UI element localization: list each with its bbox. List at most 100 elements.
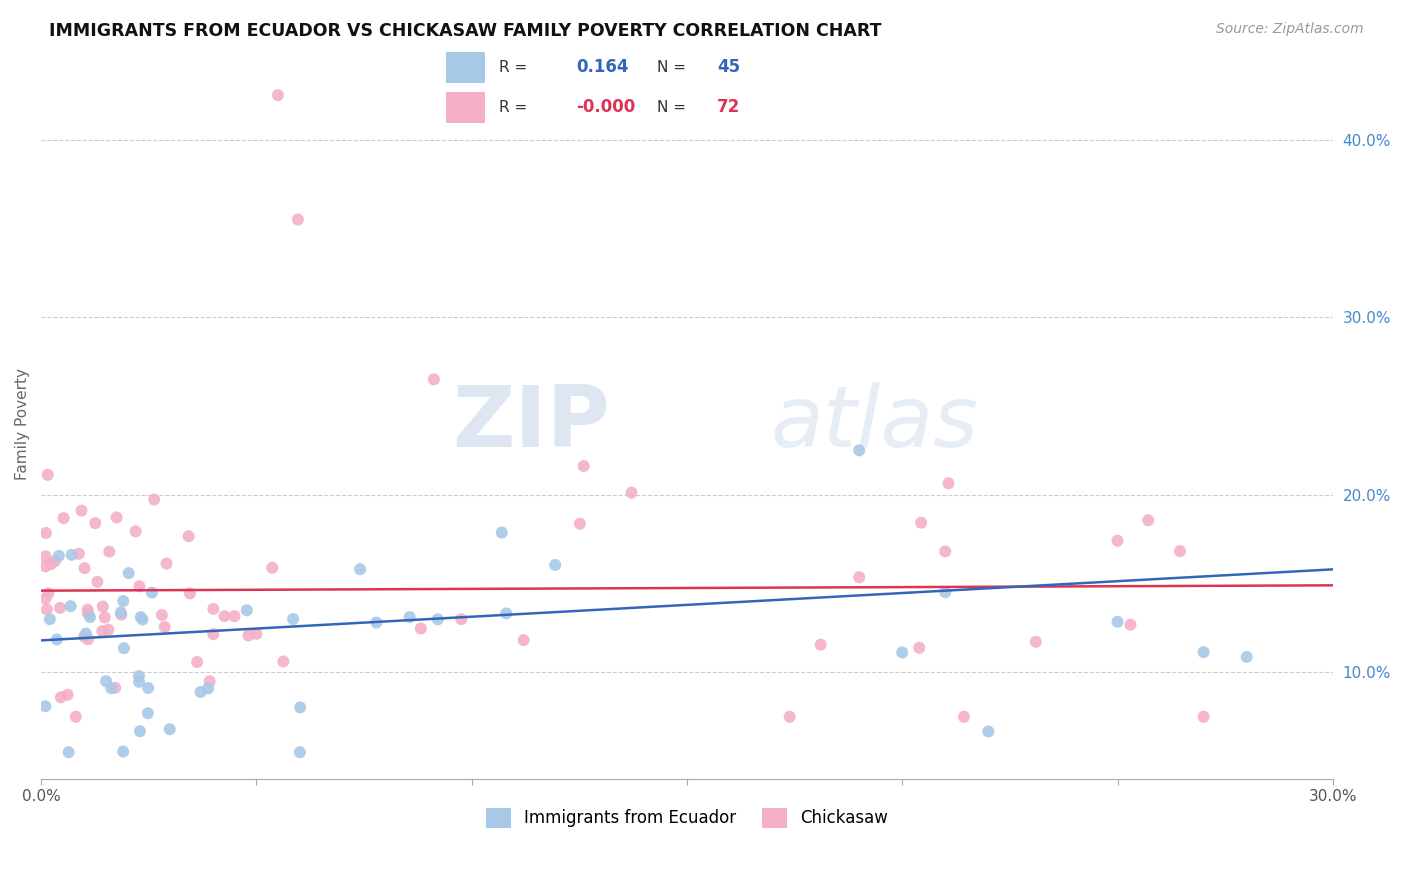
Point <box>38 612 60 626</box>
Point <box>288 700 311 714</box>
Point <box>495 607 517 621</box>
Point <box>236 603 259 617</box>
Point <box>262 560 284 574</box>
Text: -0.000: -0.000 <box>576 98 636 116</box>
Point <box>287 212 309 227</box>
FancyBboxPatch shape <box>447 53 485 83</box>
Point <box>620 485 643 500</box>
Point <box>104 681 127 695</box>
Point <box>143 492 166 507</box>
Point <box>190 685 212 699</box>
Point <box>97 623 120 637</box>
Point <box>267 88 290 103</box>
Point <box>58 745 80 759</box>
Point <box>105 510 128 524</box>
Point <box>70 503 93 517</box>
Point <box>1192 710 1215 724</box>
Point <box>39 557 62 571</box>
Point <box>34 591 56 606</box>
Point <box>1025 635 1047 649</box>
Point <box>245 627 267 641</box>
Point <box>67 547 90 561</box>
Point <box>48 549 70 563</box>
Point <box>52 511 75 525</box>
Point <box>84 516 107 530</box>
Point <box>112 745 135 759</box>
Text: R =: R = <box>499 60 527 75</box>
Point <box>179 586 201 600</box>
Point <box>159 722 181 736</box>
Point <box>94 610 117 624</box>
Text: ZIP: ZIP <box>451 382 609 466</box>
FancyBboxPatch shape <box>447 92 485 122</box>
Point <box>281 612 304 626</box>
Point <box>155 557 177 571</box>
Point <box>891 645 914 659</box>
Point <box>91 599 114 614</box>
Point <box>128 579 150 593</box>
Text: 72: 72 <box>717 98 741 116</box>
Point <box>366 615 388 630</box>
Point <box>186 655 208 669</box>
Point <box>35 526 58 541</box>
Point <box>934 544 956 558</box>
Text: IMMIGRANTS FROM ECUADOR VS CHICKASAW FAMILY POVERTY CORRELATION CHART: IMMIGRANTS FROM ECUADOR VS CHICKASAW FAM… <box>49 22 882 40</box>
Point <box>94 674 117 689</box>
Point <box>75 626 97 640</box>
Point <box>1168 544 1191 558</box>
Point <box>273 655 295 669</box>
Point <box>1192 645 1215 659</box>
Point <box>136 706 159 721</box>
Point <box>100 681 122 696</box>
Point <box>35 602 58 616</box>
Point <box>202 627 225 641</box>
Text: atlas: atlas <box>770 382 979 466</box>
Point <box>848 443 870 458</box>
Point <box>49 601 72 615</box>
Point <box>288 745 311 759</box>
Point <box>60 548 83 562</box>
Point <box>77 607 100 621</box>
Point <box>910 516 932 530</box>
Y-axis label: Family Poverty: Family Poverty <box>15 368 30 480</box>
Point <box>128 674 150 689</box>
Point <box>77 632 100 647</box>
Point <box>1236 649 1258 664</box>
Point <box>129 610 152 624</box>
Point <box>1119 617 1142 632</box>
Point <box>349 562 371 576</box>
Point <box>73 630 96 644</box>
Point <box>128 669 150 683</box>
Point <box>153 620 176 634</box>
Point <box>44 554 66 568</box>
Point <box>150 607 173 622</box>
Point <box>124 524 146 539</box>
Point <box>450 612 472 626</box>
Point <box>73 561 96 575</box>
Point <box>177 529 200 543</box>
Point <box>112 594 135 608</box>
Point <box>110 607 132 622</box>
Point <box>544 558 567 572</box>
Point <box>977 724 1000 739</box>
Point <box>938 476 960 491</box>
Point <box>1107 533 1129 548</box>
Legend: Immigrants from Ecuador, Chickasaw: Immigrants from Ecuador, Chickasaw <box>479 801 894 835</box>
Point <box>37 586 59 600</box>
Point <box>491 525 513 540</box>
Point <box>59 599 82 614</box>
Point <box>1107 615 1129 629</box>
Point <box>908 640 931 655</box>
Point <box>136 681 159 695</box>
Point <box>129 724 152 739</box>
Point <box>56 688 79 702</box>
Point <box>49 690 72 705</box>
Point <box>426 612 449 626</box>
Point <box>214 609 236 624</box>
Point <box>409 622 432 636</box>
Point <box>37 467 59 482</box>
Point <box>953 710 976 724</box>
Point <box>1137 513 1160 527</box>
Point <box>202 602 225 616</box>
Point <box>568 516 591 531</box>
